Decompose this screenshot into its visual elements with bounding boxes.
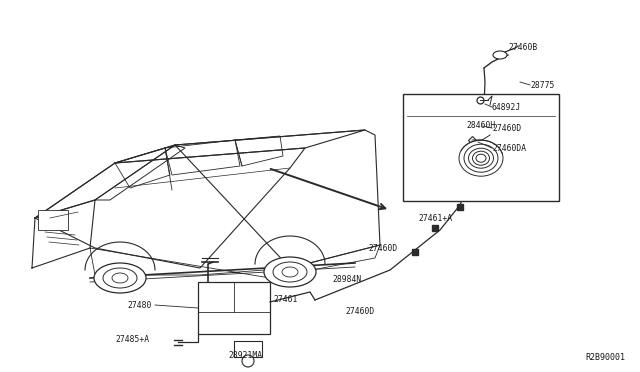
- Text: 28984N: 28984N: [332, 276, 361, 285]
- Text: 27460D: 27460D: [492, 124, 521, 132]
- Ellipse shape: [472, 151, 490, 165]
- Ellipse shape: [282, 267, 298, 277]
- Ellipse shape: [493, 51, 507, 59]
- Text: 27461+A: 27461+A: [418, 214, 452, 222]
- Text: 27461: 27461: [274, 295, 298, 305]
- Ellipse shape: [264, 257, 316, 287]
- Text: 27460D: 27460D: [345, 308, 374, 317]
- Polygon shape: [32, 200, 95, 268]
- Text: 28460H: 28460H: [467, 121, 495, 130]
- Text: 27460B: 27460B: [508, 42, 537, 51]
- Polygon shape: [115, 130, 365, 163]
- Text: 27480: 27480: [127, 301, 152, 310]
- Ellipse shape: [103, 268, 137, 288]
- Polygon shape: [35, 148, 305, 268]
- Text: 27460D: 27460D: [369, 244, 398, 253]
- Polygon shape: [90, 245, 380, 278]
- Polygon shape: [35, 145, 175, 218]
- Text: R2B90001: R2B90001: [585, 353, 625, 362]
- Text: 27460DA: 27460DA: [492, 144, 526, 153]
- Ellipse shape: [273, 262, 307, 282]
- Text: 64892J: 64892J: [492, 103, 521, 112]
- Ellipse shape: [242, 355, 254, 367]
- Text: 27485+A: 27485+A: [116, 336, 150, 344]
- Bar: [38, 210, 68, 230]
- Polygon shape: [175, 130, 380, 268]
- Ellipse shape: [112, 273, 128, 283]
- Text: F/WITHOUT RR WASHER: F/WITHOUT RR WASHER: [437, 103, 525, 112]
- Text: 28921MA: 28921MA: [228, 350, 262, 359]
- Bar: [403, 94, 559, 201]
- Text: 28775: 28775: [530, 80, 554, 90]
- Ellipse shape: [464, 144, 498, 172]
- Ellipse shape: [459, 140, 503, 176]
- Bar: [234, 341, 262, 357]
- Ellipse shape: [468, 148, 493, 168]
- Ellipse shape: [476, 154, 486, 162]
- Ellipse shape: [94, 263, 146, 293]
- Bar: [198, 282, 270, 334]
